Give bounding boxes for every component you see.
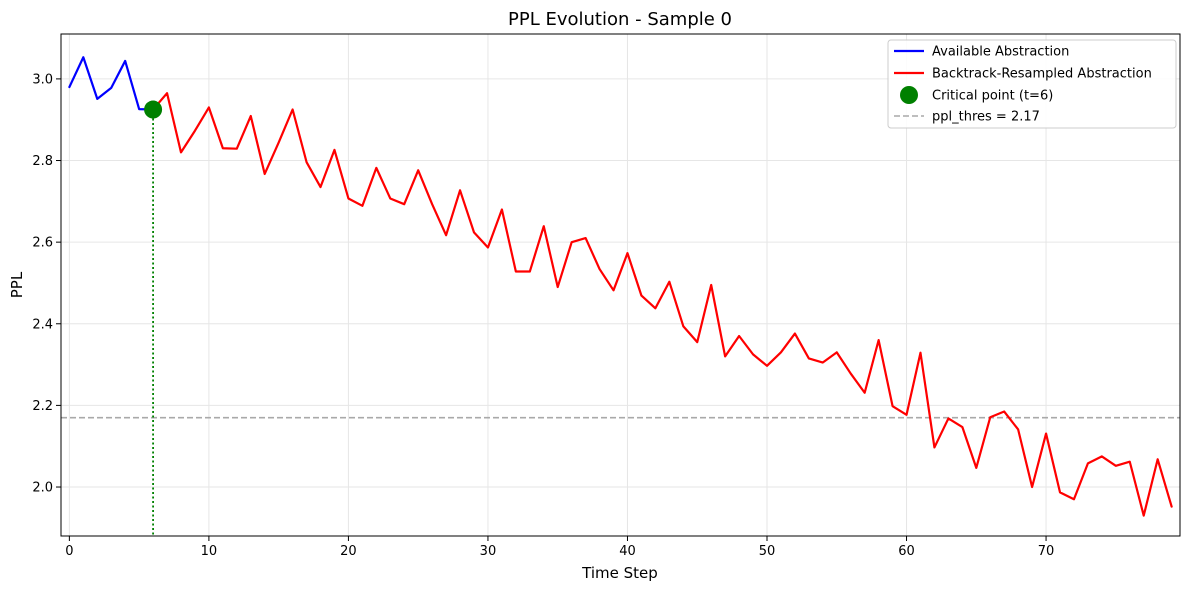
y-tick-label: 2.0 <box>32 481 53 496</box>
plot-frame <box>60 33 1181 537</box>
x-tick-label: 50 <box>759 544 776 559</box>
backtrack-resampled-line <box>151 92 1173 517</box>
series-layer <box>61 56 1180 536</box>
x-tick-label: 40 <box>619 544 636 559</box>
y-tick-label: 2.6 <box>32 236 53 251</box>
critical-point-marker <box>144 100 163 119</box>
legend-label-threshold: ppl_thres = 2.17 <box>932 110 1040 125</box>
x-tick-label: 10 <box>201 544 218 559</box>
x-tick-label: 60 <box>898 544 915 559</box>
x-tick-label: 70 <box>1038 544 1055 559</box>
x-axis-title: Time Step <box>581 564 658 582</box>
chart-title: PPL Evolution - Sample 0 <box>508 9 732 30</box>
legend-label-1: Backtrack-Resampled Abstraction <box>932 67 1152 82</box>
legend-box <box>887 39 1177 129</box>
tick-layer: 0 10 20 30 40 50 60 70 2.0 2.2 2.4 2.6 2.8 3.0 <box>32 72 1054 559</box>
legend: Available Abstraction Backtrack-Resampled… <box>887 39 1177 129</box>
x-tick-label: 20 <box>340 544 357 559</box>
available-abstraction-line <box>68 56 155 111</box>
legend-critical-marker <box>900 86 918 104</box>
y-tick-label: 2.8 <box>32 154 53 169</box>
y-tick-label: 3.0 <box>32 72 53 87</box>
legend-label-0: Available Abstraction <box>932 45 1069 60</box>
x-tick-label: 30 <box>480 544 497 559</box>
y-tick-label: 2.4 <box>32 317 53 332</box>
y-axis-title: PPL <box>8 271 26 298</box>
x-tick-label: 0 <box>65 544 73 559</box>
legend-label-critical: Critical point (t=6) <box>932 89 1053 104</box>
y-tick-label: 2.2 <box>32 399 53 414</box>
